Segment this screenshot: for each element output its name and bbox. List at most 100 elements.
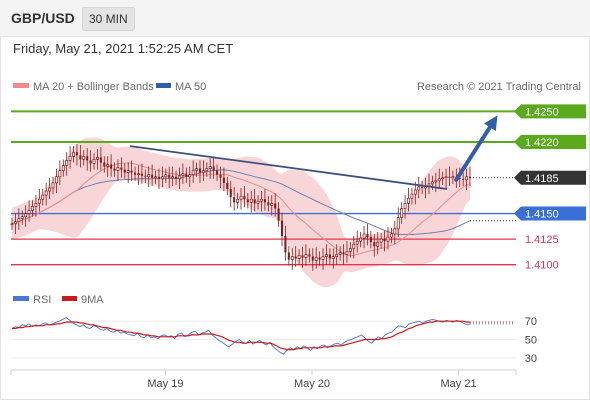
candle-body bbox=[376, 241, 380, 247]
candle-body bbox=[373, 242, 376, 247]
candle bbox=[256, 195, 260, 210]
candle bbox=[175, 170, 178, 185]
candle bbox=[157, 168, 161, 190]
candle bbox=[462, 172, 465, 186]
candle bbox=[335, 244, 339, 265]
candle-body bbox=[89, 160, 92, 164]
candle bbox=[137, 165, 140, 185]
candle-body bbox=[284, 236, 287, 253]
candle bbox=[451, 170, 455, 184]
candle bbox=[376, 231, 380, 255]
candle-body bbox=[216, 170, 219, 175]
candle bbox=[140, 163, 143, 184]
candle-body bbox=[267, 202, 270, 206]
candle-body bbox=[321, 256, 325, 260]
candle-body bbox=[24, 213, 28, 217]
ma9-legend-swatch bbox=[62, 296, 77, 301]
candle bbox=[369, 230, 372, 249]
candle-body bbox=[205, 168, 209, 171]
candle bbox=[99, 147, 102, 171]
candle-body bbox=[468, 176, 472, 178]
candle bbox=[37, 189, 41, 212]
candle-body bbox=[263, 199, 266, 203]
candle bbox=[195, 162, 198, 177]
price-tag-1.4150-label: 1.4150 bbox=[525, 209, 559, 221]
candle bbox=[133, 166, 137, 181]
candle-body bbox=[160, 176, 164, 180]
candle-body bbox=[335, 254, 339, 257]
candle bbox=[171, 166, 175, 186]
x-tick-label-0: May 19 bbox=[147, 378, 183, 390]
candle-body bbox=[403, 202, 407, 209]
candle-body bbox=[55, 176, 58, 184]
candle bbox=[338, 246, 342, 261]
candle-body bbox=[10, 223, 14, 226]
rsi-tick-50: 50 bbox=[525, 335, 537, 347]
candle bbox=[226, 176, 229, 196]
candle bbox=[311, 248, 314, 271]
candle-body bbox=[462, 178, 465, 180]
candle bbox=[68, 146, 72, 169]
candle bbox=[325, 244, 328, 265]
price-tag-last: 1.4185 bbox=[514, 170, 586, 185]
candle bbox=[437, 168, 441, 190]
candle bbox=[393, 220, 397, 245]
candle bbox=[465, 168, 468, 191]
candle-body bbox=[208, 166, 212, 169]
price-tags: 1.4250 1.4220 1.4150 1.4125 1.4100 1.4185 bbox=[514, 104, 586, 272]
candle bbox=[263, 189, 266, 211]
candle-body bbox=[133, 172, 137, 175]
candle-body bbox=[86, 156, 89, 161]
candle-body bbox=[151, 174, 154, 178]
candles bbox=[10, 144, 472, 271]
candle bbox=[113, 162, 116, 177]
candle-body bbox=[369, 237, 372, 243]
candle-body bbox=[294, 256, 297, 259]
candle-body bbox=[123, 169, 126, 173]
candle-body bbox=[92, 159, 96, 164]
candle bbox=[328, 248, 331, 265]
candle bbox=[379, 232, 383, 249]
candle bbox=[308, 248, 311, 263]
candle bbox=[44, 182, 48, 206]
ma20-line bbox=[11, 162, 471, 257]
candle-body bbox=[27, 210, 31, 214]
candle-body bbox=[17, 218, 21, 223]
candle bbox=[24, 205, 28, 227]
candle-body bbox=[348, 247, 352, 252]
candle bbox=[130, 160, 133, 181]
candle-body bbox=[249, 198, 253, 203]
candle-body bbox=[65, 160, 69, 166]
candle-body bbox=[14, 221, 17, 225]
candle-body bbox=[239, 195, 243, 200]
rsi-legend-swatch bbox=[13, 296, 29, 301]
timeframe-selector[interactable]: 30 MIN bbox=[82, 7, 135, 31]
rsi-series-RSI bbox=[11, 316, 471, 355]
candle bbox=[106, 156, 110, 177]
candle-body bbox=[362, 233, 366, 239]
candle bbox=[154, 170, 157, 184]
candle-body bbox=[256, 200, 260, 204]
candle-body bbox=[106, 164, 110, 167]
candle bbox=[201, 160, 205, 181]
candle-body bbox=[410, 193, 414, 199]
price-tag-1.4150-bg bbox=[514, 206, 586, 221]
candle bbox=[65, 152, 69, 176]
rsi-series-9MA bbox=[12, 320, 470, 351]
candle bbox=[236, 193, 239, 209]
symbol-title: GBP/USD bbox=[11, 10, 75, 26]
candle-body bbox=[338, 252, 342, 255]
candle bbox=[396, 207, 400, 238]
candle bbox=[79, 145, 82, 168]
candle bbox=[89, 150, 92, 172]
candle bbox=[355, 230, 359, 253]
candle-body bbox=[51, 182, 55, 189]
candle-body bbox=[243, 196, 246, 200]
candle-body bbox=[219, 174, 222, 178]
price-tag-1.4100: 1.4100 bbox=[525, 260, 559, 272]
candle bbox=[294, 246, 297, 267]
candle-body bbox=[110, 164, 113, 169]
forecast-arrow bbox=[454, 115, 498, 182]
candle-body bbox=[328, 254, 331, 259]
